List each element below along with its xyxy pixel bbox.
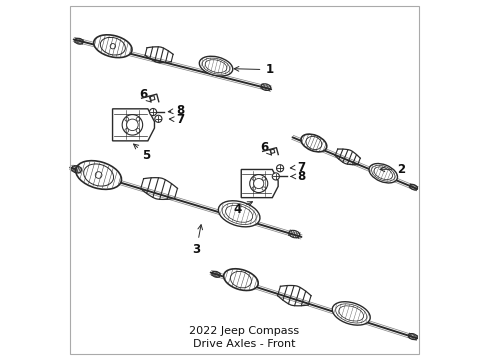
Text: 7: 7 xyxy=(169,113,184,126)
Text: 4: 4 xyxy=(233,202,252,216)
Circle shape xyxy=(122,114,142,135)
Ellipse shape xyxy=(218,201,260,227)
Text: 6: 6 xyxy=(139,88,151,102)
Circle shape xyxy=(124,117,128,121)
Circle shape xyxy=(149,108,156,116)
Text: 8: 8 xyxy=(290,170,305,183)
Circle shape xyxy=(136,129,140,132)
Circle shape xyxy=(155,115,162,122)
Ellipse shape xyxy=(199,56,232,76)
Ellipse shape xyxy=(76,161,121,189)
Polygon shape xyxy=(112,109,154,141)
Circle shape xyxy=(276,165,283,172)
Circle shape xyxy=(272,173,279,180)
Circle shape xyxy=(249,175,267,193)
Text: 2: 2 xyxy=(379,163,404,176)
Text: 2022 Jeep Compass
Drive Axles - Front: 2022 Jeep Compass Drive Axles - Front xyxy=(189,326,299,349)
Circle shape xyxy=(251,187,255,190)
Circle shape xyxy=(124,129,128,132)
Text: 6: 6 xyxy=(260,141,271,155)
Ellipse shape xyxy=(368,163,397,183)
Circle shape xyxy=(251,177,255,180)
Ellipse shape xyxy=(301,134,326,152)
Text: 3: 3 xyxy=(192,225,202,256)
Text: 5: 5 xyxy=(133,144,150,162)
Ellipse shape xyxy=(94,35,132,58)
Circle shape xyxy=(262,187,265,190)
Text: 8: 8 xyxy=(168,104,184,117)
Text: 1: 1 xyxy=(234,63,273,76)
Text: 7: 7 xyxy=(290,161,305,174)
Ellipse shape xyxy=(223,269,258,291)
Ellipse shape xyxy=(332,302,369,325)
Polygon shape xyxy=(241,170,278,198)
Circle shape xyxy=(262,177,265,180)
Circle shape xyxy=(136,117,140,121)
